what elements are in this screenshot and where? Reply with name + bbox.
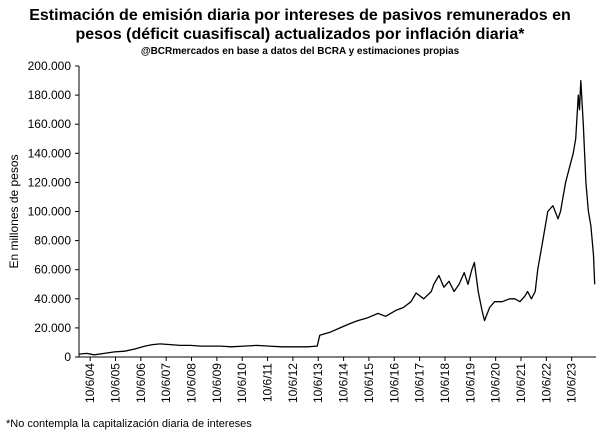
x-tick-label: 10/6/05 <box>108 363 122 403</box>
y-tick-label: 60.000 <box>34 263 71 277</box>
y-tick-label: 40.000 <box>34 292 71 306</box>
x-tick-label: 10/6/20 <box>489 363 503 403</box>
x-tick-label: 10/6/09 <box>210 363 224 403</box>
x-tick-label: 10/6/23 <box>565 363 579 403</box>
y-tick-label: 140.000 <box>28 146 72 160</box>
x-tick-label: 10/6/04 <box>83 363 97 403</box>
x-tick-label: 10/6/22 <box>539 363 553 403</box>
x-tick-label: 10/6/21 <box>514 363 528 403</box>
x-tick-label: 10/6/18 <box>438 363 452 403</box>
x-tick-label: 10/6/11 <box>261 363 275 402</box>
chart-title: Estimación de emisión diaria por interes… <box>0 6 600 44</box>
x-tick-label: 10/6/16 <box>387 363 401 403</box>
chart-title-line-1: Estimación de emisión diaria por interes… <box>29 7 571 24</box>
x-tick-label: 10/6/15 <box>362 363 376 403</box>
x-tick-label: 10/6/06 <box>134 363 148 403</box>
x-tick-label: 10/6/17 <box>413 363 427 403</box>
x-tick-label: 10/6/14 <box>337 363 351 403</box>
x-tick-label: 10/6/10 <box>235 363 249 403</box>
y-tick-label: 160.000 <box>28 117 72 131</box>
x-tick-label: 10/6/13 <box>311 363 325 403</box>
y-tick-label: 120.000 <box>28 175 72 189</box>
y-axis-label: En millones de pesos <box>7 154 21 268</box>
y-tick-label: 20.000 <box>34 321 71 335</box>
y-tick-label: 0 <box>64 350 71 364</box>
chart-footnote: *No contempla la capitalización diaria d… <box>6 418 252 430</box>
x-tick-label: 10/6/08 <box>185 363 199 403</box>
series-line <box>78 79 596 356</box>
y-tick-label: 200.000 <box>28 59 72 73</box>
y-tick-label: 100.000 <box>28 205 72 219</box>
chart-title-line-2: pesos (déficit cuasifiscal) actualizados… <box>75 26 525 43</box>
chart-subtitle: @BCRmercados en base a datos del BCRA y … <box>140 46 460 57</box>
y-tick-label: 80.000 <box>34 234 71 248</box>
x-tick-label: 10/6/12 <box>286 363 300 403</box>
x-tick-label: 10/6/19 <box>463 363 477 403</box>
x-tick-label: 10/6/07 <box>159 363 173 403</box>
y-tick-label: 180.000 <box>28 88 72 102</box>
